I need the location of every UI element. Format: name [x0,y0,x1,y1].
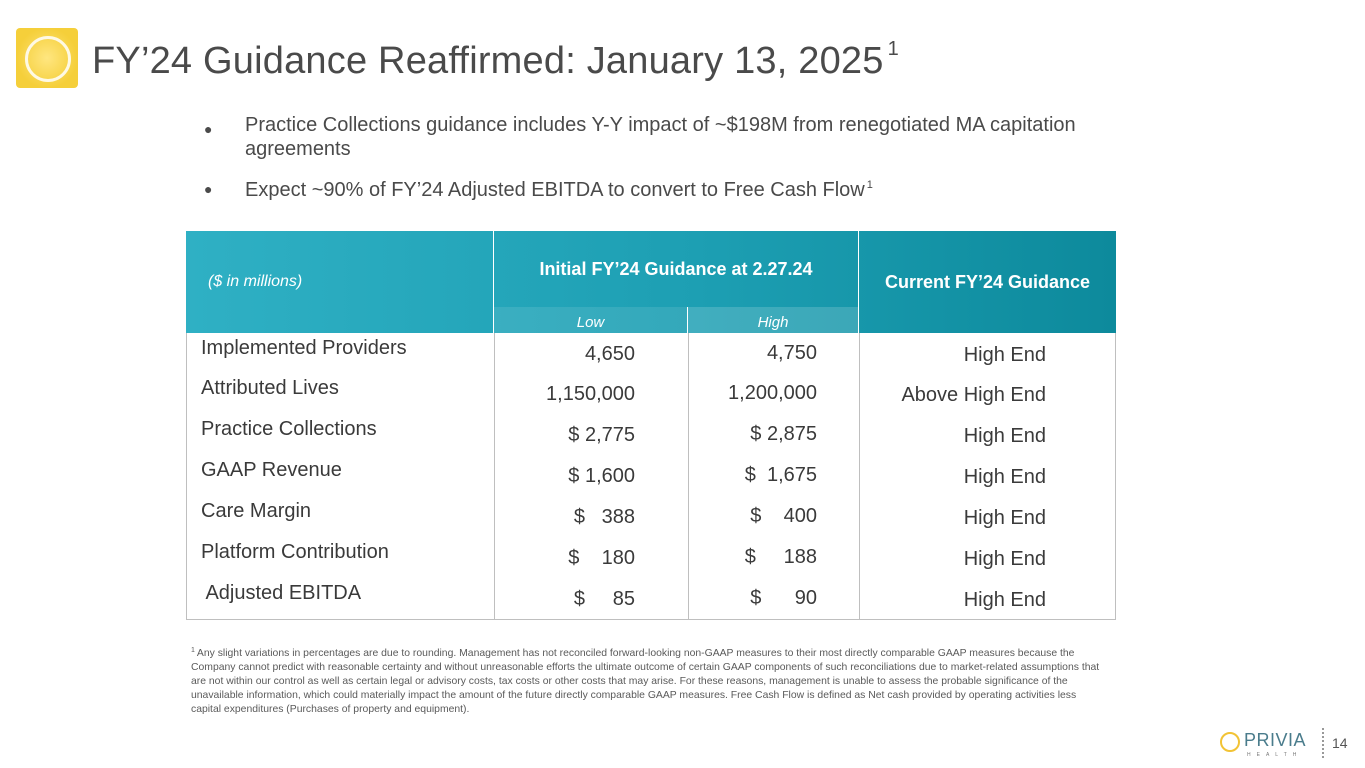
table-row: Platform Contribution $ 180 $ 188 High E… [187,537,1115,577]
high-value: $ 2,875 [750,423,817,445]
row-label: Care Margin [201,500,312,522]
high-header: High [688,307,858,333]
current-value: High End [963,466,1046,488]
page-title: FY’24 Guidance Reaffirmed: January 13, 2… [92,38,899,82]
footnote: 1 Any slight variations in percentages ar… [191,647,1100,715]
row-label: Practice Collections [201,418,377,440]
row-label: Adjusted EBITDA [201,582,362,604]
bullet-list: ● Practice Collections guidance includes … [200,113,1100,214]
logo-sun-icon [16,28,78,88]
row-label: Attributed Lives [201,377,339,399]
low-value: 4,650 [584,343,635,365]
table-row: Implemented Providers 4,650 4,750 High E… [187,333,1115,373]
low-header: Low [494,307,687,333]
low-value: $ 85 [573,588,635,610]
low-value: $ 180 [568,547,635,569]
low-value: 1,150,000 [546,383,635,405]
row-label: GAAP Revenue [201,459,342,481]
brand-tagline: HEALTH [1247,752,1303,758]
current-value: High End [963,425,1046,447]
table-row: Care Margin $ 388 $ 400 High End [187,496,1115,536]
high-value: $ 188 [744,546,817,568]
table-row: Attributed Lives 1,150,000 1,200,000 Abo… [187,373,1115,413]
table-header: ($ in millions) Initial FY’24 Guidance a… [186,231,1116,333]
high-value: $ 90 [750,587,817,609]
table-row: Practice Collections $ 2,775 $ 2,875 Hig… [187,414,1115,454]
current-value: High End [963,589,1046,611]
high-value: 1,200,000 [728,382,817,404]
table-row: GAAP Revenue $ 1,600 $ 1,675 High End [187,455,1115,495]
high-value: 4,750 [766,342,817,364]
row-label: Platform Contribution [201,541,389,563]
guidance-table: ($ in millions) Initial FY’24 Guidance a… [186,231,1116,620]
brand-circle-icon [1220,732,1240,752]
initial-guidance-header: Initial FY’24 Guidance at 2.27.24 [539,258,813,279]
current-value: High End [963,548,1046,570]
low-value: $ 2,775 [568,424,635,446]
current-guidance-header: Current FY’24 Guidance [884,271,1091,292]
high-value: $ 1,675 [744,464,817,486]
low-value: $ 1,600 [568,465,635,487]
brand-name: PRIVIA [1244,730,1307,750]
low-value: $ 388 [573,506,635,528]
current-value: Above High End [901,384,1046,406]
bullet-item: ● Expect ~90% of FY’24 Adjusted EBITDA to… [204,179,873,201]
bullet-item: ● Practice Collections guidance includes … [204,114,1076,160]
units-label: ($ in millions) [208,273,303,290]
table-body: Implemented Providers 4,650 4,750 High E… [186,333,1116,620]
current-value: High End [963,507,1046,529]
table-row: Adjusted EBITDA $ 85 $ 90 High End [187,578,1115,618]
high-value: $ 400 [750,505,817,527]
current-value: High End [963,344,1046,366]
page-number: 14 [1332,735,1348,751]
row-label: Implemented Providers [201,337,407,359]
footer-divider [1322,728,1324,758]
